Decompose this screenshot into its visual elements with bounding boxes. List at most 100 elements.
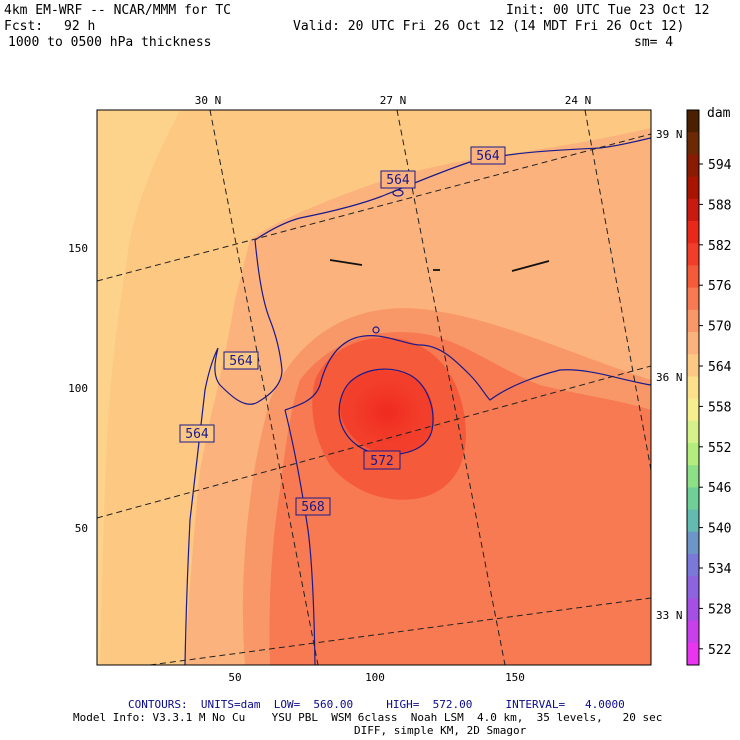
x-tick-label: 50 bbox=[228, 671, 241, 684]
colorbar-swatch bbox=[687, 398, 699, 422]
diffusion-info: DIFF, simple KM, 2D Smagor bbox=[354, 724, 527, 737]
y-tick-label: 100 bbox=[68, 382, 88, 395]
colorbar-swatch bbox=[687, 642, 699, 666]
axis-labels: 30 N 27 N 24 N 39 N 36 N 33 N 50 100 150… bbox=[68, 94, 682, 684]
lat-label-right: 39 N bbox=[656, 128, 683, 141]
longitude-line-mid bbox=[396, 110, 506, 665]
colorbar-swatch bbox=[687, 110, 699, 133]
colorbar-swatch bbox=[687, 443, 699, 466]
field-558-region bbox=[97, 110, 180, 665]
latitude-line-33 bbox=[149, 597, 651, 665]
colorbar-swatch bbox=[687, 509, 699, 533]
colorbar-swatch bbox=[687, 309, 699, 333]
colorbar-swatch bbox=[687, 620, 699, 644]
longitude-line-west bbox=[209, 110, 319, 665]
colorbar bbox=[686, 109, 700, 666]
latitude-line-39 bbox=[97, 133, 651, 282]
forecast-label: Fcst: bbox=[4, 19, 44, 34]
wind-barbs bbox=[329, 259, 550, 272]
lat-label-right: 36 N bbox=[656, 371, 683, 384]
latitude-line-36 bbox=[97, 365, 651, 519]
contour-572 bbox=[338, 368, 434, 456]
colorbar-swatch bbox=[687, 132, 699, 155]
smoothing-label: sm= 4 bbox=[634, 35, 674, 50]
model-title: 4km EM-WRF -- NCAR/MMM for TC bbox=[4, 3, 231, 18]
colorbar-swatch bbox=[687, 465, 699, 488]
colorbar-tick-labels: 594 588 582 576 570 564 558 552 546 540 534 528 522 bbox=[699, 158, 732, 658]
contour-label: 564 bbox=[179, 424, 215, 443]
colorbar-swatch bbox=[687, 354, 699, 377]
contour-small-loop bbox=[392, 189, 404, 197]
colorbar-swatch bbox=[687, 154, 699, 178]
colorbar-frame bbox=[686, 109, 700, 666]
colorbar-tick-label: 546 bbox=[708, 481, 731, 496]
colorbar-swatch bbox=[687, 287, 699, 311]
thickness-contours bbox=[184, 137, 651, 665]
colorbar-swatch bbox=[687, 221, 699, 244]
contour-label: 568 bbox=[295, 497, 331, 516]
lat-label-top: 27 N bbox=[380, 94, 407, 107]
colorbar-swatch bbox=[687, 531, 699, 555]
colorbar-unit: dam bbox=[707, 106, 731, 121]
colorbar-swatch bbox=[687, 376, 699, 400]
colorbar-tick-label: 576 bbox=[708, 279, 731, 294]
colorbar-tick-label: 558 bbox=[708, 400, 731, 415]
svg-text:564: 564 bbox=[229, 354, 253, 369]
lat-label-top: 24 N bbox=[565, 94, 592, 107]
wind-barb bbox=[329, 259, 363, 266]
svg-text:564: 564 bbox=[185, 427, 209, 442]
colorbar-swatch bbox=[687, 598, 699, 622]
y-tick-label: 150 bbox=[68, 242, 88, 255]
graticule bbox=[97, 110, 651, 665]
contour-small-cell bbox=[372, 326, 380, 334]
contour-labels: 564 564 564 564 572 568 bbox=[179, 146, 506, 516]
contour-label: 564 bbox=[223, 351, 259, 370]
colorbar-swatch bbox=[687, 243, 699, 266]
contour-568-south bbox=[284, 409, 316, 665]
forecast-hour: 92 h bbox=[64, 19, 96, 34]
colorbar-swatch bbox=[687, 265, 699, 289]
colorbar-tick-label: 540 bbox=[708, 522, 731, 537]
map-area bbox=[97, 110, 651, 665]
colorbar-tick-label: 534 bbox=[708, 562, 732, 577]
lat-label-right: 33 N bbox=[656, 609, 683, 622]
contour-568 bbox=[284, 335, 651, 411]
lat-label-top: 30 N bbox=[195, 94, 222, 107]
colorbar-tick-label: 552 bbox=[708, 441, 731, 456]
map-frame bbox=[96, 109, 652, 666]
y-tick-label: 50 bbox=[75, 522, 88, 535]
valid-time: Valid: 20 UTC Fri 26 Oct 12 (14 MDT Fri … bbox=[293, 19, 685, 34]
contour-label: 564 bbox=[380, 170, 416, 189]
contour-info: CONTOURS: UNITS=dam LOW= 560.00 HIGH= 57… bbox=[128, 698, 625, 711]
colorbar-tick-label: 582 bbox=[708, 239, 731, 254]
colorbar-swatch bbox=[687, 198, 699, 222]
field-572-core bbox=[340, 370, 434, 455]
svg-text:564: 564 bbox=[476, 149, 500, 164]
colorbar-tick-label: 570 bbox=[708, 320, 731, 335]
colorbar-tick-label: 522 bbox=[708, 643, 731, 658]
contour-label: 572 bbox=[363, 450, 401, 470]
colorbar-swatch bbox=[687, 176, 699, 200]
colorbar-tick-label: 594 bbox=[708, 158, 732, 173]
colorbar-swatch bbox=[687, 554, 699, 577]
colorbar-tick-label: 564 bbox=[708, 360, 732, 375]
svg-text:564: 564 bbox=[386, 173, 410, 188]
field-name: 1000 to 0500 hPa thickness bbox=[8, 35, 212, 50]
x-tick-label: 100 bbox=[365, 671, 385, 684]
contour-label: 564 bbox=[470, 146, 506, 165]
colorbar-tick-label: 588 bbox=[708, 198, 731, 213]
x-tick-label: 150 bbox=[505, 671, 525, 684]
longitude-line-east bbox=[584, 110, 651, 471]
contour-564-west bbox=[184, 239, 283, 665]
field-560-region bbox=[97, 110, 651, 665]
init-time: Init: 00 UTC Tue 23 Oct 12 bbox=[506, 3, 710, 18]
colorbar-swatch bbox=[687, 487, 699, 511]
svg-text:568: 568 bbox=[301, 500, 324, 515]
model-info: Model Info: V3.3.1 M No Cu YSU PBL WSM 6… bbox=[73, 711, 663, 724]
colorbar-swatch bbox=[687, 576, 699, 599]
colorbar-tick-label: 528 bbox=[708, 602, 731, 617]
colorbar-swatch bbox=[687, 420, 699, 444]
svg-text:572: 572 bbox=[370, 454, 393, 469]
colorbar-swatch bbox=[687, 332, 699, 355]
